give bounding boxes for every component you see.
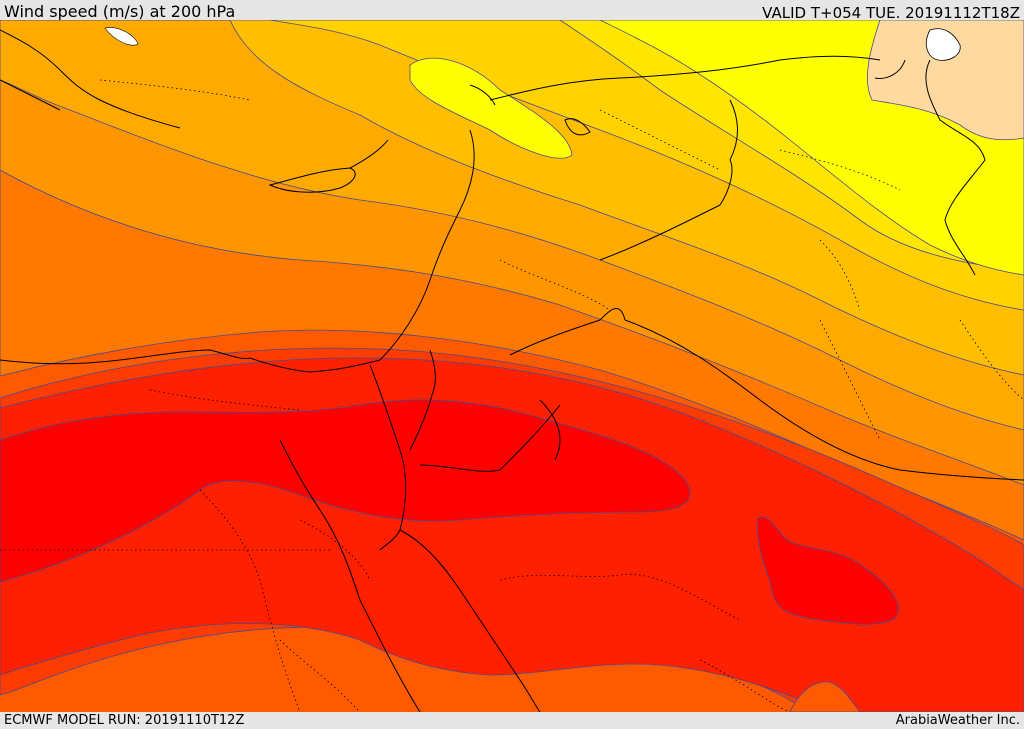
lake-small <box>104 27 139 46</box>
map-footer: ECMWF MODEL RUN: 20191110T12Z ArabiaWeat… <box>0 712 1024 729</box>
coastlines <box>0 29 1024 712</box>
wind-speed-map <box>0 20 1024 712</box>
admin-borders <box>0 79 1024 712</box>
map-header: Wind speed (m/s) at 200 hPa VALID T+054 … <box>0 0 1024 22</box>
credit-label: ArabiaWeather Inc. <box>895 713 1020 728</box>
valid-time: VALID T+054 TUE. 20191112T18Z <box>762 4 1020 22</box>
band-peach <box>867 20 1024 141</box>
band-orange-patch <box>789 681 861 712</box>
map-title: Wind speed (m/s) at 200 hPa <box>4 2 236 21</box>
model-run-label: ECMWF MODEL RUN: 20191110T12Z <box>4 713 245 728</box>
band-yellow-blob <box>409 57 573 159</box>
band-red3-east <box>757 516 899 625</box>
lake-van <box>925 28 961 61</box>
map-canvas <box>0 20 1024 712</box>
band-red3 <box>0 399 691 583</box>
